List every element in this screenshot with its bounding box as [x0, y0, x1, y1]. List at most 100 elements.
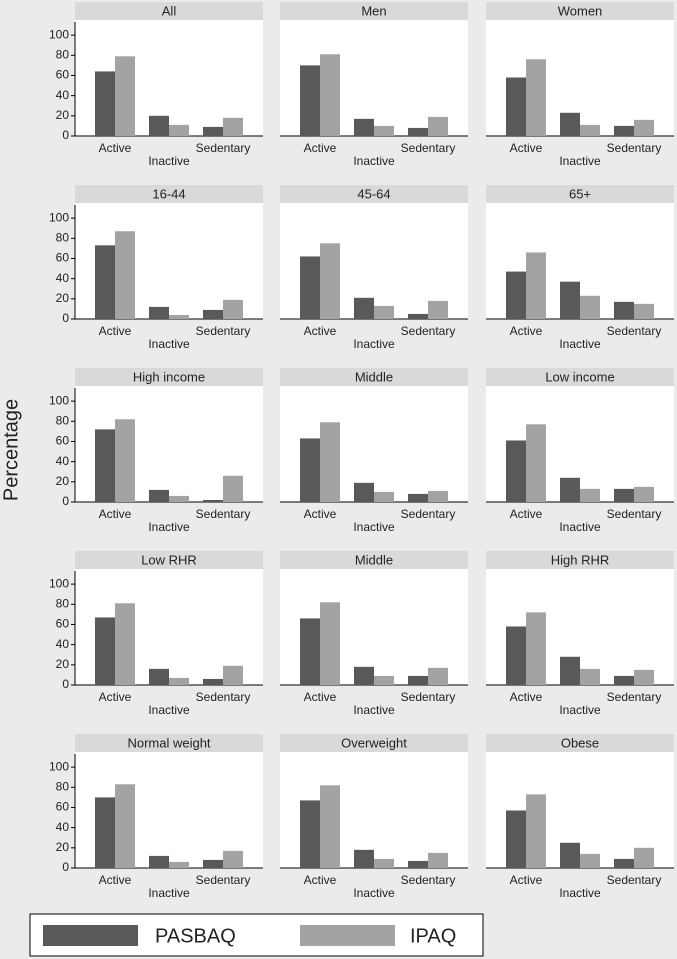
bar [169, 495, 189, 502]
y-tick-label: 80 [56, 596, 70, 610]
bar [300, 438, 320, 502]
bar [354, 666, 374, 685]
x-tick-label: Active [304, 873, 337, 887]
bar [203, 499, 223, 502]
bar [300, 256, 320, 319]
panel-strip [280, 185, 468, 203]
x-tick-label: Sedentary [607, 873, 662, 887]
bar [408, 313, 428, 319]
x-tick-label: Active [304, 324, 337, 338]
bar [526, 252, 546, 319]
panel-title: 16-44 [152, 186, 185, 201]
x-tick-label: Inactive [148, 337, 190, 351]
bar [634, 119, 654, 136]
bar [580, 853, 600, 868]
bar [634, 669, 654, 685]
bar [634, 486, 654, 502]
y-tick-label: 100 [49, 210, 69, 224]
panel-title: High income [133, 369, 205, 384]
bar [115, 56, 135, 136]
bar [614, 675, 634, 685]
x-tick-label: Inactive [559, 154, 601, 168]
bar [526, 612, 546, 685]
bar [115, 231, 135, 319]
bar [95, 245, 115, 319]
panel-strip [280, 734, 468, 752]
bar [169, 861, 189, 868]
bar [506, 626, 526, 685]
bar [169, 124, 189, 136]
bar [408, 127, 428, 136]
x-tick-label: Active [99, 873, 132, 887]
x-tick-label: Inactive [148, 703, 190, 717]
y-tick-label: 100 [49, 27, 69, 41]
x-tick-label: Inactive [353, 337, 395, 351]
bar [149, 855, 169, 868]
y-tick-label: 40 [56, 271, 70, 285]
x-tick-label: Inactive [353, 520, 395, 534]
panel-title: High RHR [551, 552, 610, 567]
x-tick-label: Sedentary [196, 507, 251, 521]
x-tick-label: Active [99, 690, 132, 704]
bar [506, 77, 526, 136]
panel-strip [75, 185, 263, 203]
x-tick-label: Sedentary [401, 507, 456, 521]
bar [223, 475, 243, 502]
x-tick-label: Active [99, 141, 132, 155]
panel-strip [280, 368, 468, 386]
bar [526, 59, 546, 136]
bar [95, 797, 115, 868]
x-tick-label: Inactive [559, 520, 601, 534]
x-tick-label: Active [510, 141, 543, 155]
bar [580, 488, 600, 502]
bar [354, 849, 374, 868]
panel-title: All [162, 3, 177, 18]
bar [320, 602, 340, 685]
bar [115, 603, 135, 685]
panel-title: Low RHR [141, 552, 197, 567]
bar [506, 810, 526, 868]
x-tick-label: Sedentary [196, 873, 251, 887]
bar [614, 125, 634, 136]
bar [223, 117, 243, 136]
bar [320, 54, 340, 136]
bar [614, 301, 634, 319]
panel-title: Low income [545, 369, 614, 384]
x-tick-label: Sedentary [196, 141, 251, 155]
bar [300, 800, 320, 868]
bar [634, 847, 654, 868]
panel-title: Women [558, 3, 603, 18]
y-tick-label: 100 [49, 393, 69, 407]
x-tick-label: Active [510, 873, 543, 887]
y-tick-label: 40 [56, 820, 70, 834]
x-tick-label: Inactive [353, 154, 395, 168]
x-tick-label: Inactive [148, 154, 190, 168]
panel-title: Overweight [341, 735, 407, 750]
x-tick-label: Sedentary [607, 507, 662, 521]
bar [300, 618, 320, 685]
bar [169, 314, 189, 319]
panel-title: Obese [561, 735, 599, 750]
y-tick-label: 40 [56, 88, 70, 102]
panel-title: Men [361, 3, 386, 18]
bar [223, 850, 243, 868]
x-tick-label: Inactive [559, 703, 601, 717]
legend-label: PASBAQ [155, 925, 236, 947]
bar [320, 243, 340, 319]
bar [408, 860, 428, 868]
y-tick-label: 20 [56, 108, 70, 122]
y-tick-label: 20 [56, 291, 70, 305]
y-tick-label: 60 [56, 434, 70, 448]
x-tick-label: Active [510, 324, 543, 338]
panel-strip [280, 551, 468, 569]
y-tick-label: 60 [56, 617, 70, 631]
bar [203, 126, 223, 136]
x-tick-label: Active [99, 507, 132, 521]
y-tick-label: 80 [56, 413, 70, 427]
x-tick-label: Sedentary [607, 324, 662, 338]
bar [374, 305, 394, 319]
x-tick-label: Sedentary [401, 324, 456, 338]
bar [560, 842, 580, 868]
legend-label: IPAQ [410, 925, 456, 947]
y-tick-label: 20 [56, 657, 70, 671]
